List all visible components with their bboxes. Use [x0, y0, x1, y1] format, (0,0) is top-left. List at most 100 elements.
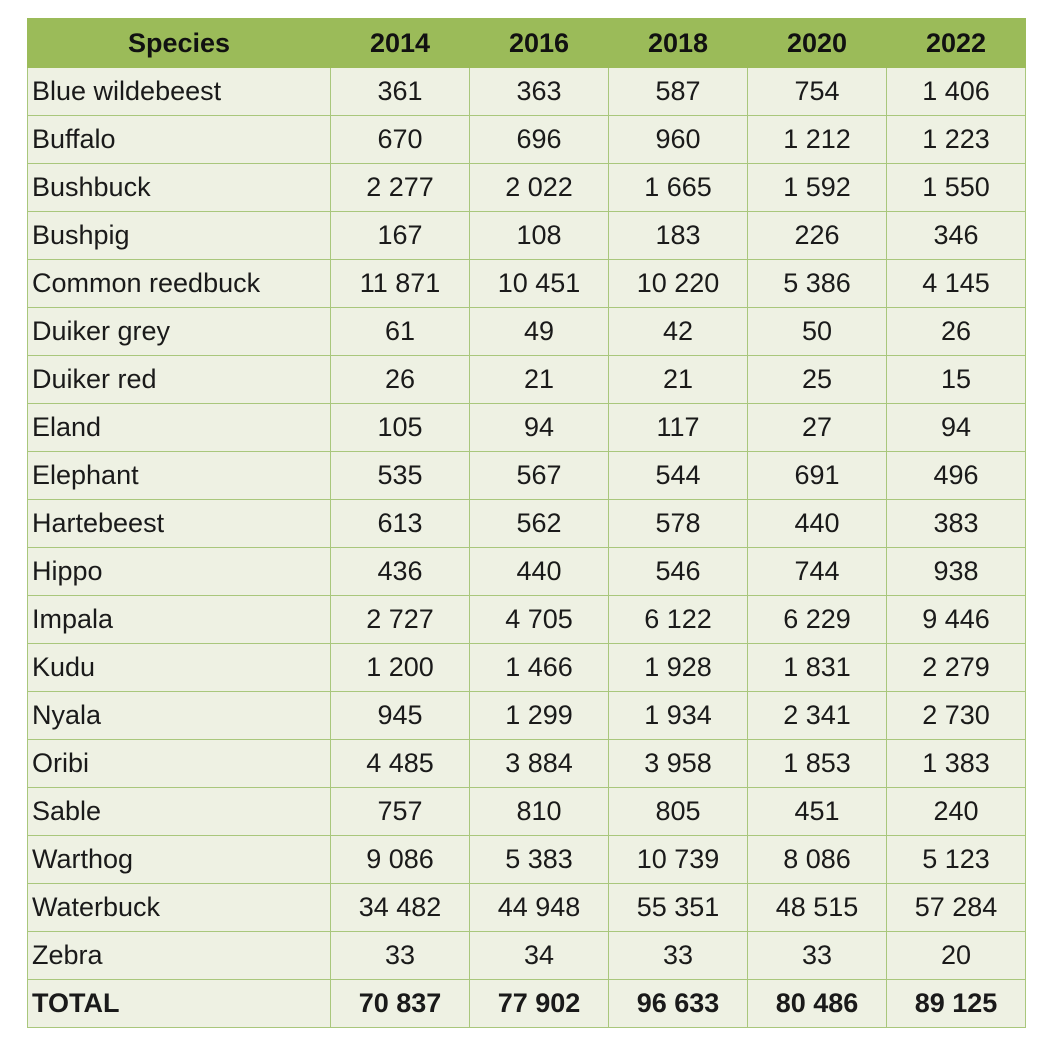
count-cell: 21 [469, 355, 609, 404]
count-cell: 20 [886, 931, 1026, 980]
count-cell: 5 386 [747, 259, 887, 308]
count-cell: 613 [330, 499, 470, 548]
count-cell: 1 831 [747, 643, 887, 692]
count-cell: 2 279 [886, 643, 1026, 692]
count-cell: 1 550 [886, 163, 1026, 212]
count-cell: 1 299 [469, 691, 609, 740]
count-cell: 2 727 [330, 595, 470, 644]
count-cell: 105 [330, 403, 470, 452]
count-cell: 167 [330, 211, 470, 260]
count-cell: 94 [886, 403, 1026, 452]
total-cell: 70 837 [330, 979, 470, 1028]
count-cell: 25 [747, 355, 887, 404]
count-cell: 50 [747, 307, 887, 356]
table-row: Duiker grey 61 49 42 50 26 [27, 307, 1026, 356]
count-cell: 108 [469, 211, 609, 260]
count-cell: 757 [330, 787, 470, 836]
species-name-cell: Blue wildebeest [27, 67, 331, 116]
total-cell: 96 633 [608, 979, 748, 1028]
count-cell: 33 [330, 931, 470, 980]
count-cell: 1 383 [886, 739, 1026, 788]
count-cell: 240 [886, 787, 1026, 836]
count-cell: 94 [469, 403, 609, 452]
table-row: Eland 105 94 117 27 94 [27, 403, 1026, 452]
count-cell: 117 [608, 403, 748, 452]
count-cell: 363 [469, 67, 609, 116]
table-row: Hartebeest 613 562 578 440 383 [27, 499, 1026, 548]
count-cell: 578 [608, 499, 748, 548]
species-name-cell: Warthog [27, 835, 331, 884]
species-name-cell: Zebra [27, 931, 331, 980]
count-cell: 754 [747, 67, 887, 116]
count-cell: 670 [330, 115, 470, 164]
count-cell: 805 [608, 787, 748, 836]
count-cell: 26 [330, 355, 470, 404]
count-cell: 3 884 [469, 739, 609, 788]
table-row: Hippo 436 440 546 744 938 [27, 547, 1026, 596]
count-cell: 10 220 [608, 259, 748, 308]
table-row: Bushbuck 2 277 2 022 1 665 1 592 1 550 [27, 163, 1026, 212]
count-cell: 945 [330, 691, 470, 740]
count-cell: 1 934 [608, 691, 748, 740]
table-row: Bushpig 167 108 183 226 346 [27, 211, 1026, 260]
count-cell: 42 [608, 307, 748, 356]
count-cell: 34 [469, 931, 609, 980]
count-cell: 6 122 [608, 595, 748, 644]
species-count-table: Species 2014 2016 2018 2020 2022 Blue wildebe… [27, 18, 1026, 1028]
count-cell: 1 406 [886, 67, 1026, 116]
count-cell: 1 212 [747, 115, 887, 164]
count-cell: 1 928 [608, 643, 748, 692]
count-cell: 48 515 [747, 883, 887, 932]
count-cell: 1 223 [886, 115, 1026, 164]
count-cell: 55 351 [608, 883, 748, 932]
count-cell: 496 [886, 451, 1026, 500]
count-cell: 9 086 [330, 835, 470, 884]
count-cell: 1 592 [747, 163, 887, 212]
species-name-cell: Buffalo [27, 115, 331, 164]
count-cell: 5 123 [886, 835, 1026, 884]
species-name-cell: Sable [27, 787, 331, 836]
column-header-species: Species [27, 18, 331, 68]
count-cell: 57 284 [886, 883, 1026, 932]
table-row: Kudu 1 200 1 466 1 928 1 831 2 279 [27, 643, 1026, 692]
count-cell: 2 277 [330, 163, 470, 212]
species-name-cell: Oribi [27, 739, 331, 788]
species-name-cell: Duiker grey [27, 307, 331, 356]
count-cell: 346 [886, 211, 1026, 260]
table-row: Nyala 945 1 299 1 934 2 341 2 730 [27, 691, 1026, 740]
count-cell: 2 022 [469, 163, 609, 212]
count-cell: 33 [608, 931, 748, 980]
count-cell: 26 [886, 307, 1026, 356]
count-cell: 1 665 [608, 163, 748, 212]
species-name-cell: Hippo [27, 547, 331, 596]
count-cell: 44 948 [469, 883, 609, 932]
species-name-cell: Duiker red [27, 355, 331, 404]
count-cell: 61 [330, 307, 470, 356]
species-name-cell: Elephant [27, 451, 331, 500]
count-cell: 3 958 [608, 739, 748, 788]
species-name-cell: Bushpig [27, 211, 331, 260]
count-cell: 4 705 [469, 595, 609, 644]
count-cell: 1 466 [469, 643, 609, 692]
table-row: Impala 2 727 4 705 6 122 6 229 9 446 [27, 595, 1026, 644]
count-cell: 451 [747, 787, 887, 836]
species-name-cell: Eland [27, 403, 331, 452]
count-cell: 436 [330, 547, 470, 596]
species-name-cell: Hartebeest [27, 499, 331, 548]
count-cell: 544 [608, 451, 748, 500]
count-cell: 4 485 [330, 739, 470, 788]
species-name-cell: Impala [27, 595, 331, 644]
count-cell: 2 341 [747, 691, 887, 740]
species-name-cell: Common reedbuck [27, 259, 331, 308]
total-label: TOTAL [27, 979, 331, 1028]
count-cell: 226 [747, 211, 887, 260]
table-row: Warthog 9 086 5 383 10 739 8 086 5 123 [27, 835, 1026, 884]
count-cell: 938 [886, 547, 1026, 596]
count-cell: 440 [747, 499, 887, 548]
count-cell: 744 [747, 547, 887, 596]
count-cell: 33 [747, 931, 887, 980]
column-header-year: 2022 [886, 18, 1026, 68]
count-cell: 9 446 [886, 595, 1026, 644]
count-cell: 27 [747, 403, 887, 452]
table-row: Oribi 4 485 3 884 3 958 1 853 1 383 [27, 739, 1026, 788]
